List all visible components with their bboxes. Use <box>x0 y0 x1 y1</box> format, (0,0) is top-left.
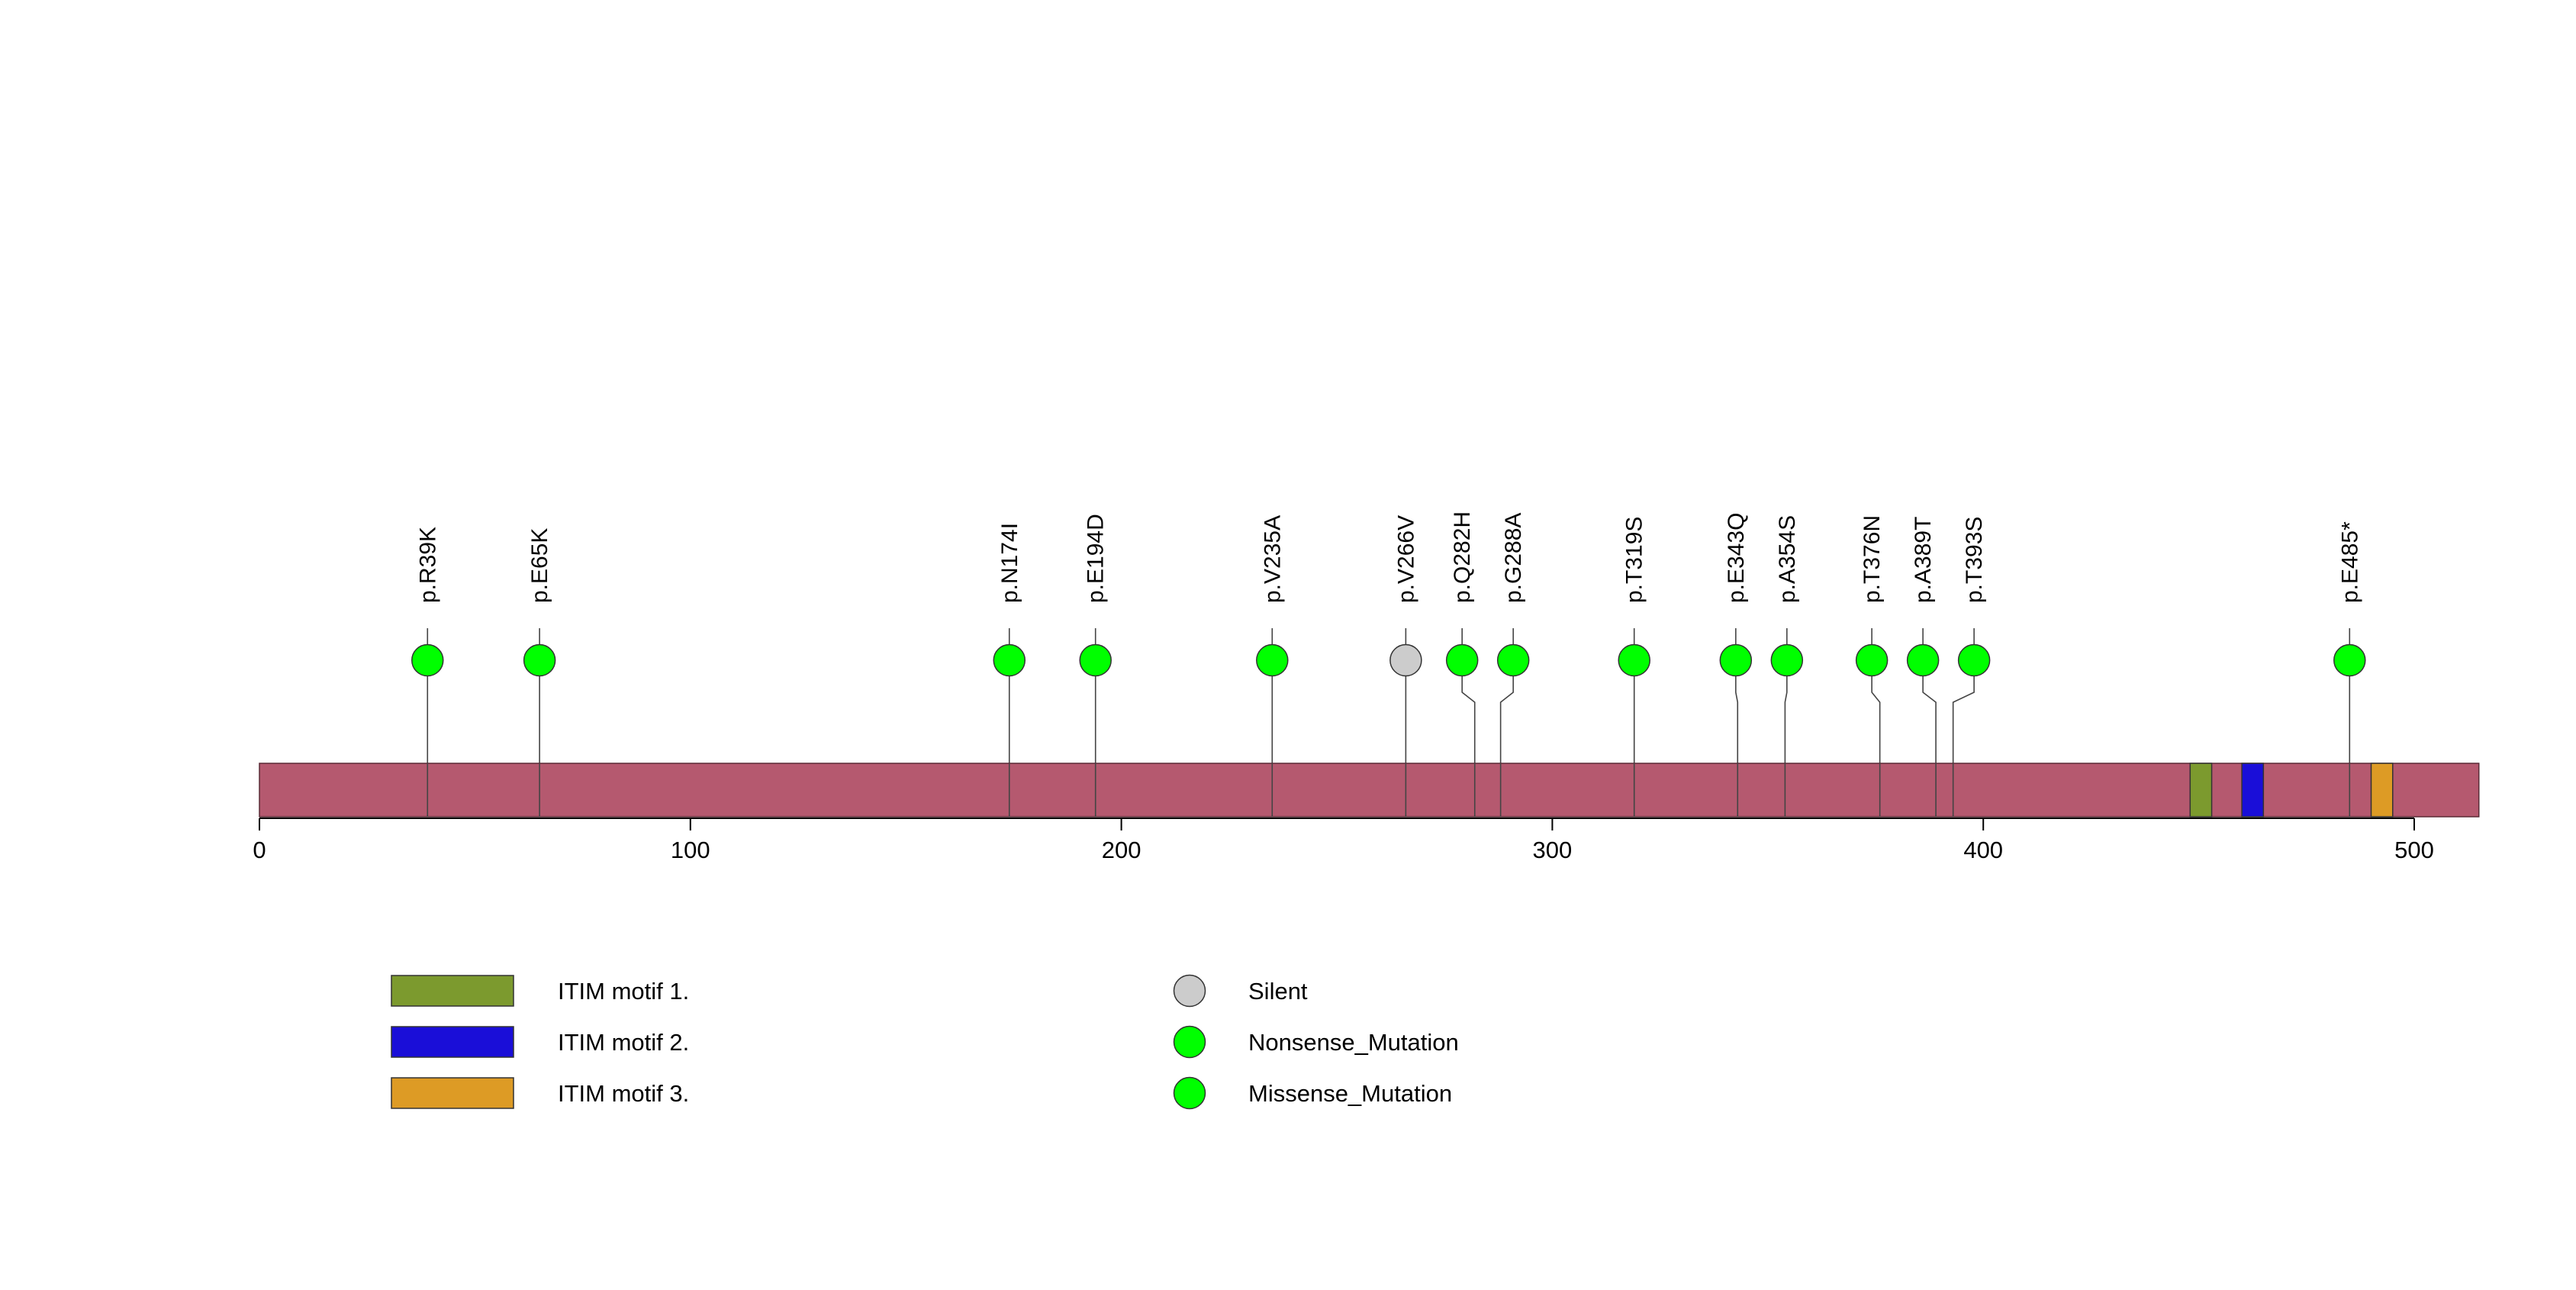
domain-legend-label-itim-motif-2: ITIM motif 2. <box>558 1029 689 1056</box>
mutation-label-p-a354s: p.A354S <box>1775 515 1800 603</box>
x-tick-label-400: 400 <box>1963 837 2003 863</box>
mutation-label-p-g288a: p.G288A <box>1501 513 1526 603</box>
mutation-label-p-a389t: p.A389T <box>1911 517 1936 603</box>
mutation-marker-p-t319s <box>1618 643 1650 677</box>
mutation-marker-p-t376n <box>1855 643 1889 677</box>
x-tick-label-200: 200 <box>1102 837 1141 863</box>
domain-itim-motif-1 <box>2189 763 2213 818</box>
mutation-legend-marker-missense-mutation <box>1173 1076 1206 1110</box>
mutation-label-p-n174i: p.N174I <box>997 523 1022 603</box>
mutation-label-p-e194d: p.E194D <box>1084 514 1109 603</box>
mutation-marker-p-v266v <box>1389 643 1422 677</box>
domain-itim-motif-3 <box>2370 763 2394 818</box>
x-tick-label-300: 300 <box>1533 837 1573 863</box>
mutation-label-p-r39k: p.R39K <box>415 527 440 603</box>
mutation-labels: p.R39K p.E65K p.N174I p.E194D p.V235A p.V266V… <box>415 511 2362 603</box>
mutation-marker-p-r39k <box>411 643 444 677</box>
mutation-marker-p-g288a <box>1496 643 1530 677</box>
domain-legend-swatch-itim-motif-2 <box>391 1026 514 1058</box>
mutation-label-p-t319s: p.T319S <box>1622 517 1647 603</box>
mutation-legend-label-silent: Silent <box>1248 978 1308 1005</box>
mutation-marker-p-n174i <box>993 643 1026 677</box>
mutation-label-p-e65k: p.E65K <box>527 528 552 603</box>
mutation-marker-p-e485 <box>2333 643 2366 677</box>
x-tick-label-500: 500 <box>2394 837 2434 863</box>
domain-legend: ITIM motif 1. ITIM motif 2. ITIM motif 3. <box>391 975 689 1109</box>
mutation-marker-p-a389t <box>1906 643 1940 677</box>
domain-legend-swatch-itim-motif-1 <box>391 975 514 1007</box>
mutation-label-p-v266v: p.V266V <box>1393 515 1418 603</box>
x-axis: 0 100 200 300 400 500 <box>253 818 2434 863</box>
mutation-label-p-e343q: p.E343Q <box>1724 513 1749 603</box>
x-tick-label-0: 0 <box>253 837 266 863</box>
domain-legend-label-itim-motif-1: ITIM motif 1. <box>558 978 689 1005</box>
mutation-label-p-v235a: p.V235A <box>1260 515 1285 603</box>
mutation-marker-p-q282h <box>1445 643 1479 677</box>
mutation-marker-p-e343q <box>1719 643 1753 677</box>
mutation-label-p-t393s: p.T393S <box>1962 517 1987 603</box>
mutation-legend-label-nonsense-mutation: Nonsense_Mutation <box>1248 1029 1459 1056</box>
markers-layer <box>411 643 2366 677</box>
domain-itim-motif-2 <box>2241 763 2265 818</box>
protein-layer <box>259 763 2480 818</box>
domain-legend-swatch-itim-motif-3 <box>391 1077 514 1109</box>
protein-bar <box>259 763 2480 818</box>
mutation-legend-label-missense-mutation: Missense_Mutation <box>1248 1080 1452 1107</box>
mutation-type-legend: Silent Nonsense_Mutation Missense_Mutation <box>1173 974 1459 1110</box>
mutation-marker-p-e194d <box>1079 643 1112 677</box>
mutation-label-p-q282h: p.Q282H <box>1450 511 1475 603</box>
mutation-legend-marker-silent <box>1173 974 1206 1008</box>
mutation-marker-p-t393s <box>1957 643 1991 677</box>
mutation-marker-p-v235a <box>1256 643 1289 677</box>
mutation-label-p-t376n: p.T376N <box>1860 515 1885 603</box>
mutation-marker-p-a354s <box>1770 643 1804 677</box>
domain-legend-label-itim-motif-3: ITIM motif 3. <box>558 1080 689 1107</box>
mutation-marker-p-e65k <box>523 643 556 677</box>
mutation-legend-marker-nonsense-mutation <box>1173 1025 1206 1059</box>
x-tick-label-100: 100 <box>671 837 710 863</box>
mutation-label-p-e485: p.E485* <box>2337 521 2362 603</box>
